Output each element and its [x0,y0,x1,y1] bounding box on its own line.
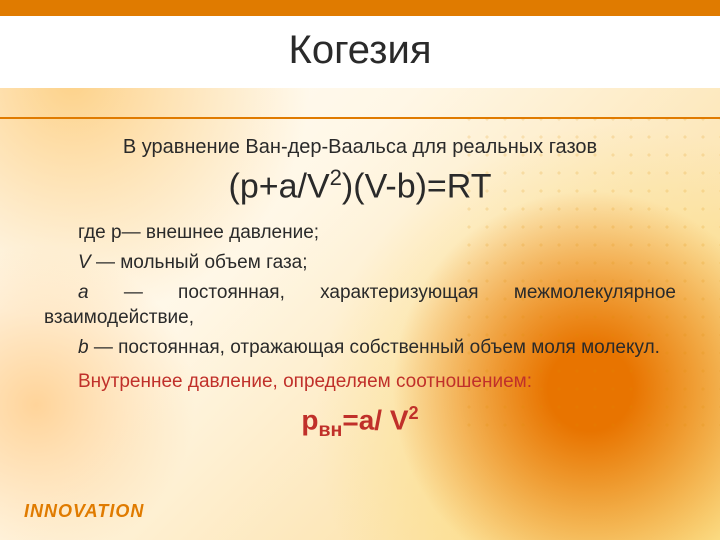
def-a: а — постоянная, характеризующая межмолек… [44,280,676,331]
horizontal-rule [0,117,720,119]
equation-vanderwaals: (р+а/V2)(V-b)=RT [44,165,676,206]
slide: Когезия В уравнение Ван-дер-Ваальса для … [0,0,720,540]
page-title: Когезия [0,28,720,73]
def-b: b — постоянная, отражающая собственный о… [44,335,676,361]
inner-pressure-label: Внутреннее давление, определяем соотноше… [44,371,676,393]
def-v: V — мольный объем газа; [44,250,676,276]
def-p: где р— внешнее давление; [44,220,676,246]
footer-brand: INNOVATION [24,501,144,522]
content-area: В уравнение Ван-дер-Ваальса для реальных… [44,130,676,480]
intro-text: В уравнение Ван-дер-Ваальса для реальных… [44,136,676,159]
equation-inner-pressure: рвн=а/ V2 [44,403,676,442]
top-orange-band [0,0,720,16]
